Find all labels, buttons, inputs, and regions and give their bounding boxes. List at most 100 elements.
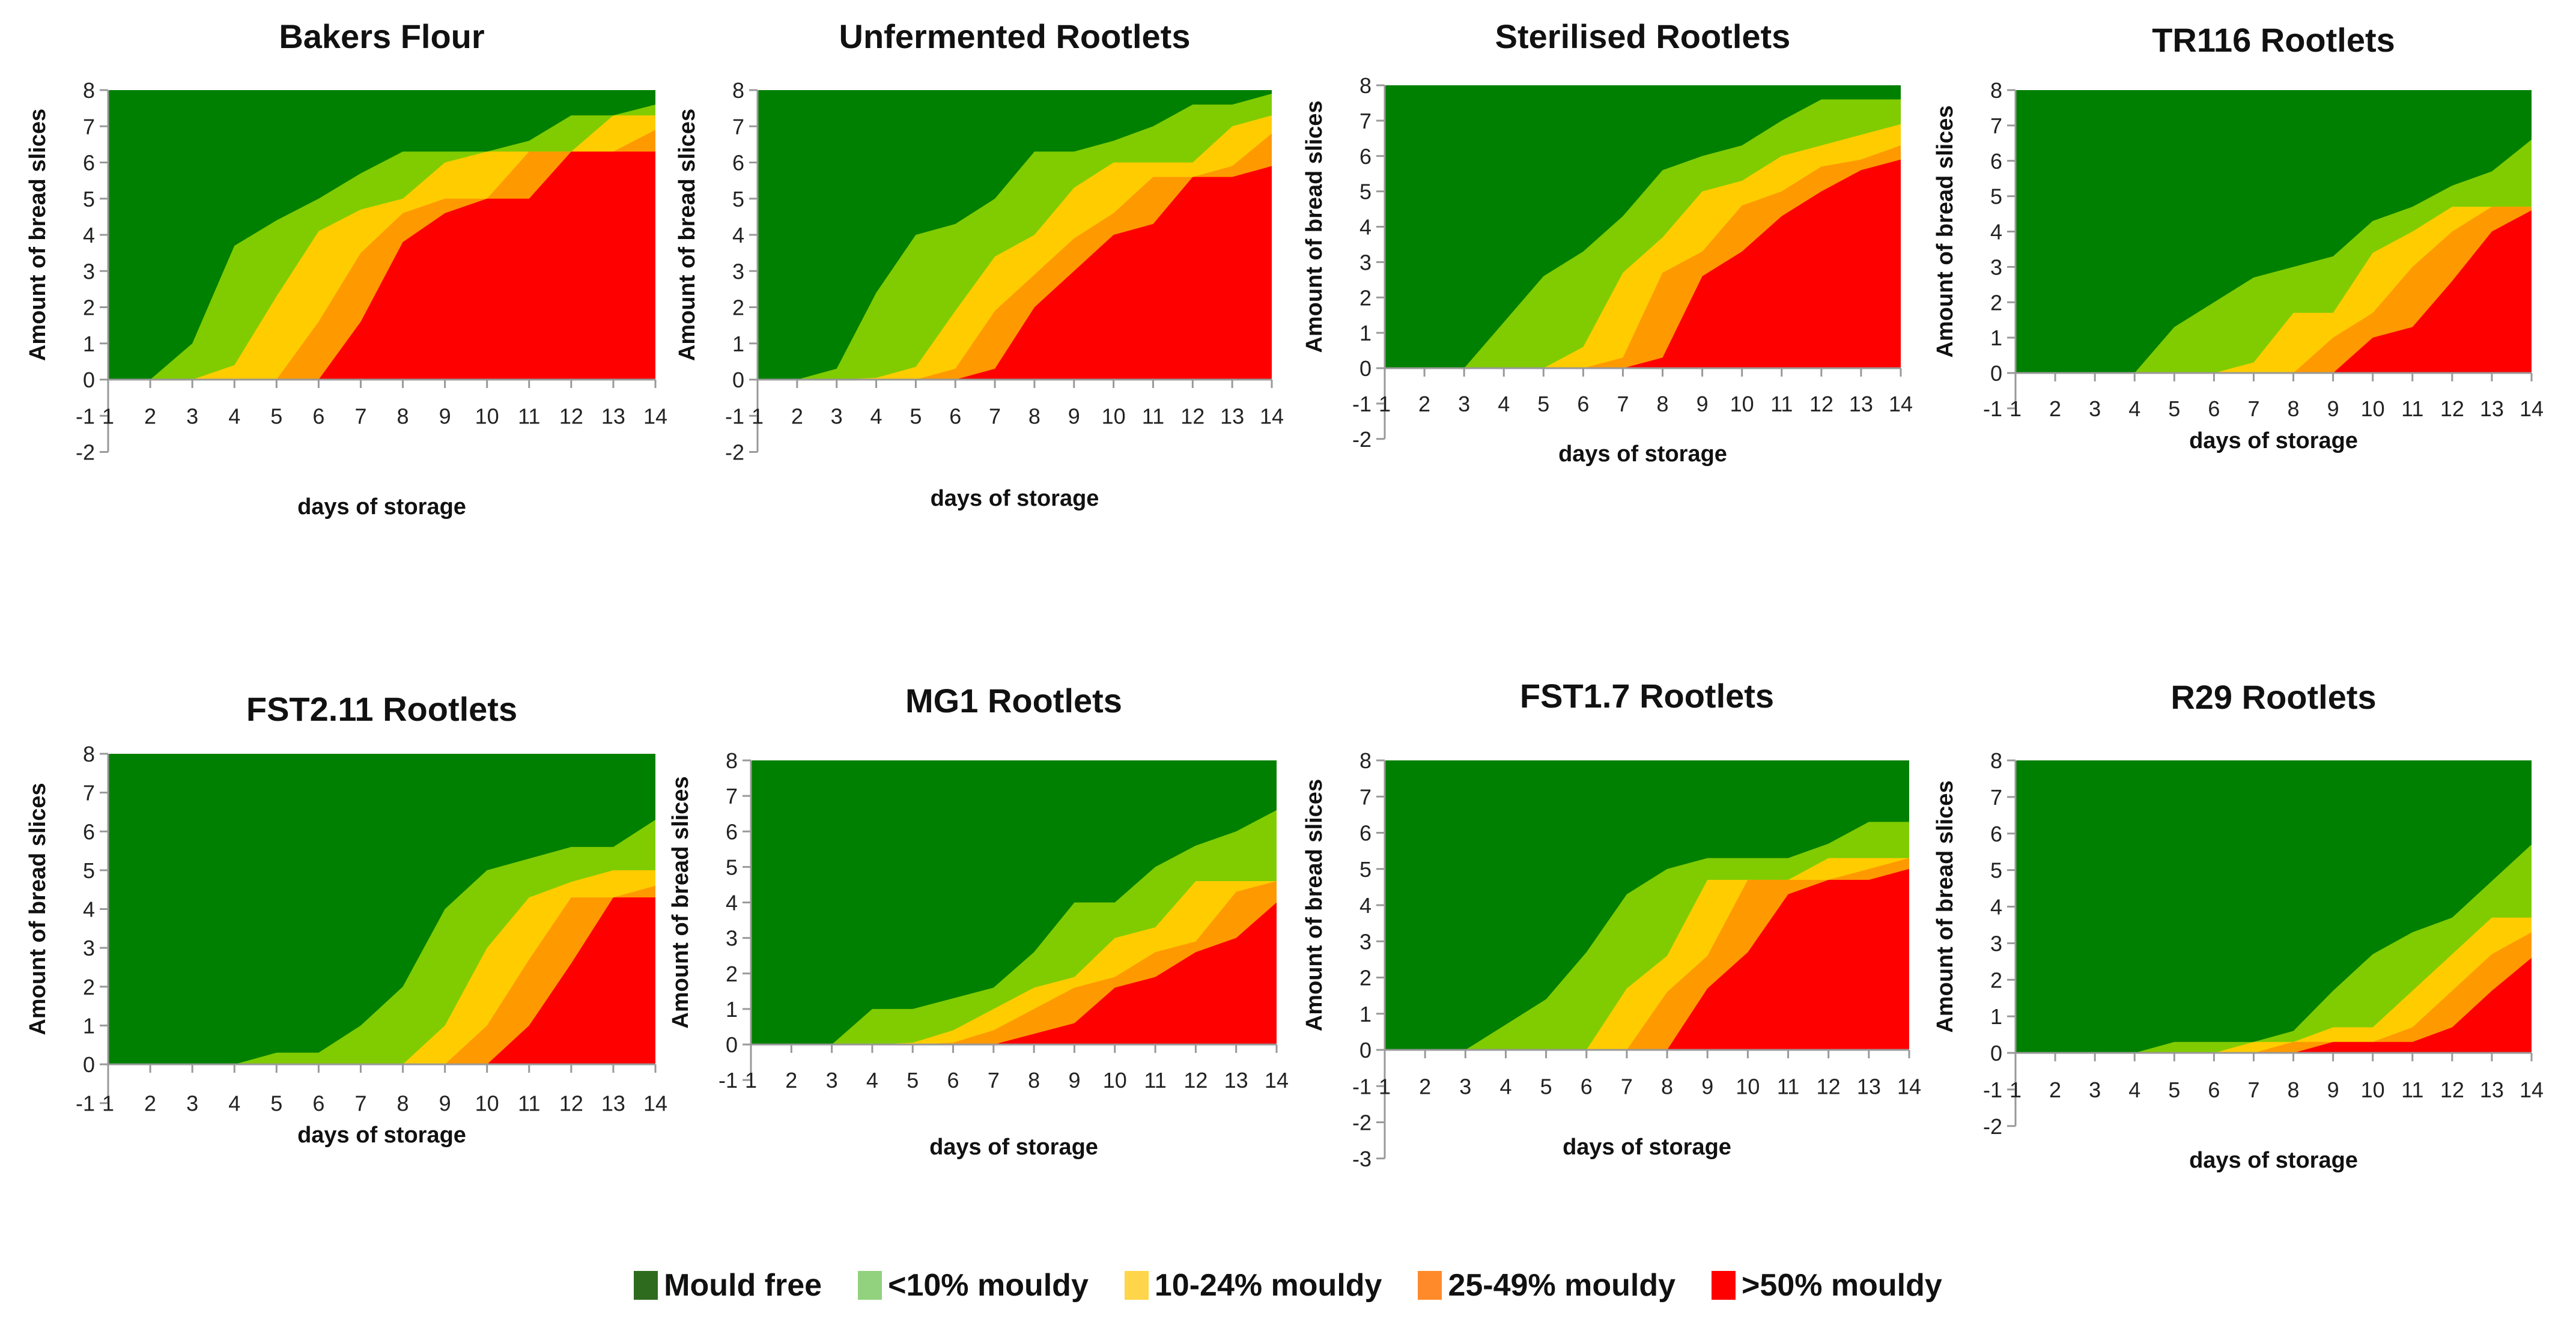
y-tick-label: -1 [1352, 392, 1372, 416]
x-tick-label: 5 [2168, 396, 2180, 421]
area-25-49-mouldy [108, 885, 655, 1064]
y-tick-label: 6 [1359, 144, 1372, 169]
y-tick-label: 1 [726, 997, 738, 1022]
x-axis-label: days of storage [2189, 428, 2358, 453]
x-tick-label: 8 [1657, 392, 1669, 416]
x-tick-label: 11 [2401, 396, 2423, 421]
y-tick-label: 6 [83, 151, 95, 175]
y-tick-label: -1 [1983, 1078, 2002, 1102]
y-tick-label: 2 [1990, 290, 2002, 315]
x-tick-label: 12 [1809, 392, 1833, 416]
y-tick-label: -2 [1352, 1111, 1372, 1135]
x-tick-label: 13 [1224, 1068, 1248, 1093]
y-tick-label: 6 [1359, 821, 1372, 846]
x-tick-label: 8 [2288, 396, 2300, 421]
legend-item-under-10: <10% mouldy [858, 1267, 1089, 1303]
x-tick-label: 5 [270, 404, 282, 428]
y-tick-label: 4 [1990, 895, 2002, 920]
x-tick-label: 5 [907, 1068, 919, 1093]
y-axis-label: Amount of bread slices [1933, 105, 1958, 357]
y-tick-label: 5 [732, 187, 744, 211]
legend-label: Mould free [664, 1268, 822, 1303]
x-tick-label: 2 [144, 1091, 156, 1116]
y-tick-label: 0 [83, 1052, 95, 1077]
x-tick-label: 7 [2247, 396, 2259, 421]
x-tick-label: 4 [2128, 396, 2140, 421]
y-tick-label: 5 [83, 858, 95, 883]
legend-item-over-50: >50% mouldy [1712, 1267, 1942, 1303]
x-tick-label: 2 [1419, 1074, 1431, 1099]
x-tick-label: 9 [1068, 404, 1080, 428]
x-tick-label: 4 [870, 404, 882, 428]
x-tick-label: 1 [752, 404, 764, 428]
x-tick-label: 7 [1617, 392, 1629, 416]
x-tick-label: 14 [1265, 1068, 1289, 1093]
y-tick-label: 1 [732, 332, 744, 356]
area--50-mouldy [2016, 210, 2532, 373]
chart-title: Sterilised Rootlets [1495, 17, 1791, 55]
chart-title: FST1.7 Rootlets [1520, 677, 1774, 715]
y-tick-label: 3 [83, 259, 95, 283]
y-tick-label: 8 [83, 78, 95, 103]
x-tick-label: 4 [2128, 1078, 2140, 1102]
y-axis-label: Amount of bread slices [675, 109, 700, 361]
y-tick-label: -1 [718, 1068, 738, 1093]
y-tick-label: -1 [1352, 1074, 1372, 1099]
x-tick-label: 3 [2089, 1078, 2101, 1102]
x-tick-label: 1 [1379, 392, 1391, 416]
legend-item-10-24: 10-24% mouldy [1124, 1267, 1382, 1303]
x-tick-label: 7 [989, 404, 1001, 428]
x-tick-label: 5 [2168, 1078, 2180, 1102]
x-tick-label: 13 [1857, 1074, 1881, 1099]
x-tick-label: 2 [2049, 1078, 2061, 1102]
y-axis-label: Amount of bread slices [1302, 100, 1327, 353]
x-tick-label: 11 [2401, 1078, 2423, 1102]
x-axis-label: days of storage [931, 486, 1099, 511]
area-10-24-mouldy [2016, 917, 2532, 1053]
y-tick-label: 8 [732, 78, 744, 103]
y-tick-label: 6 [1990, 822, 2002, 846]
x-tick-label: 3 [186, 1091, 198, 1116]
x-tick-label: 6 [949, 404, 961, 428]
x-tick-label: 13 [2480, 396, 2504, 421]
x-tick-label: 13 [1849, 392, 1873, 416]
legend-label: 25-49% mouldy [1448, 1268, 1676, 1303]
x-tick-label: 1 [2009, 1078, 2022, 1102]
legend-label: 10-24% mouldy [1154, 1268, 1382, 1303]
x-tick-label: 14 [1889, 392, 1913, 416]
x-tick-label: 7 [988, 1068, 1000, 1093]
y-tick-label: 4 [732, 223, 744, 247]
y-tick-label: 0 [1359, 356, 1372, 381]
area--50-mouldy [751, 902, 1277, 1044]
x-tick-label: 4 [1499, 1074, 1511, 1099]
x-tick-label: 14 [2520, 396, 2544, 421]
x-tick-label: 12 [2440, 396, 2464, 421]
y-tick-label: 1 [1359, 321, 1372, 345]
y-tick-label: -2 [1352, 427, 1372, 452]
y-tick-label: 7 [1990, 785, 2002, 810]
x-tick-label: 5 [1540, 1074, 1552, 1099]
x-tick-label: 14 [1260, 404, 1284, 428]
x-tick-label: 6 [312, 1091, 324, 1116]
x-tick-label: 9 [1068, 1068, 1080, 1093]
y-tick-label: 0 [1359, 1038, 1372, 1063]
x-tick-label: 5 [910, 404, 922, 428]
x-tick-label: 3 [1459, 1074, 1471, 1099]
x-tick-label: 10 [1730, 392, 1754, 416]
y-axis-label: Amount of bread slices [1933, 780, 1958, 1032]
x-tick-label: 3 [831, 404, 843, 428]
y-axis-label: Amount of bread slices [668, 776, 693, 1028]
y-tick-label: 3 [732, 259, 744, 283]
legend: Mould free <10% mouldy 10-24% mouldy 25-… [0, 1267, 2576, 1303]
x-tick-label: 13 [601, 404, 625, 428]
x-tick-label: 6 [2208, 1078, 2220, 1102]
y-tick-label: 6 [726, 819, 738, 844]
x-tick-label: 9 [439, 1091, 451, 1116]
x-tick-label: 6 [1581, 1074, 1593, 1099]
y-tick-label: 3 [726, 926, 738, 951]
y-tick-label: 4 [726, 891, 738, 915]
x-tick-label: 8 [2288, 1078, 2300, 1102]
